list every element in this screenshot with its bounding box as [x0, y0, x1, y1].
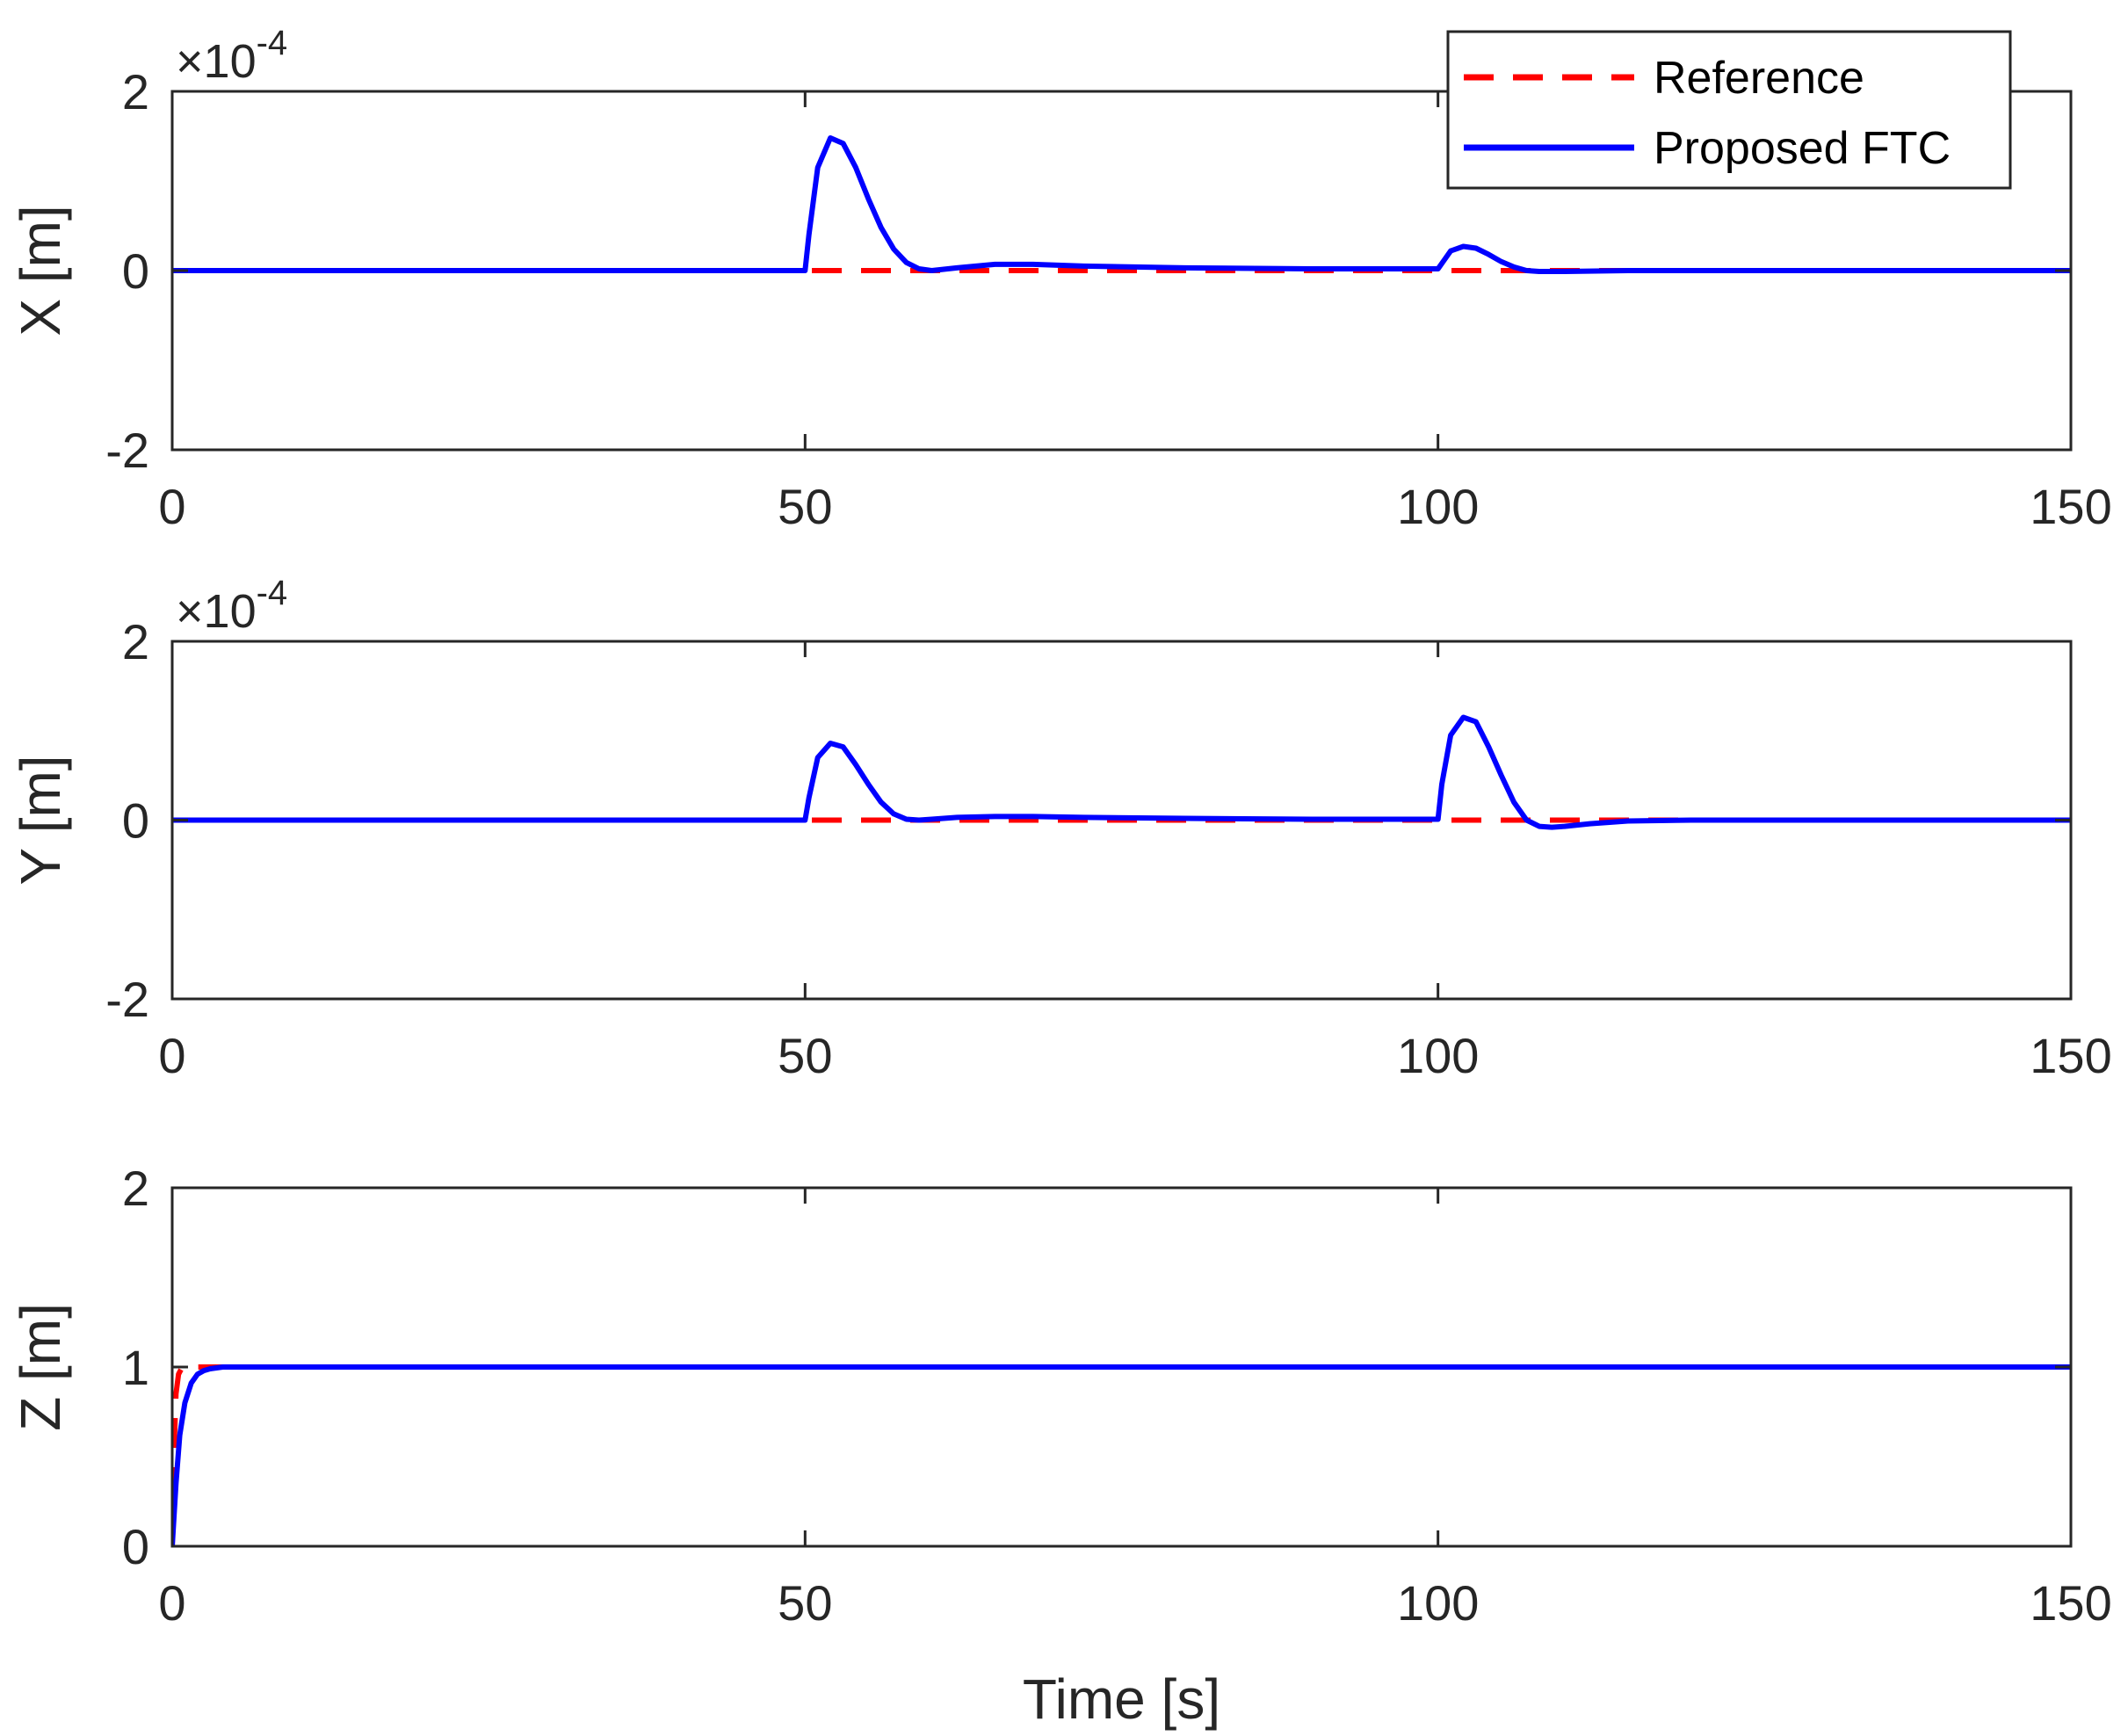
y-tick-label-z: 2	[122, 1161, 149, 1216]
legend-label-reference: Reference	[1654, 53, 1864, 104]
exponent-base-x: ×10	[176, 35, 257, 88]
panel-z: 0 50 100 150 0 1 2 Z [m] Time [s]	[9, 1161, 2112, 1731]
y-tick-label-x: -2	[105, 423, 149, 478]
x-tick-label-x: 50	[778, 479, 832, 534]
x-tick-label-y: 100	[1397, 1028, 1479, 1083]
x-tick-label-z: 150	[2030, 1575, 2111, 1631]
legend-label-proposed-ftc: Proposed FTC	[1654, 123, 1951, 174]
x-tick-label-z: 0	[158, 1575, 185, 1631]
x-tick-label-x: 150	[2030, 479, 2111, 534]
y-tick-label-x: 2	[122, 64, 149, 119]
x-axis-label-z: Time [s]	[1023, 1667, 1220, 1731]
y-axis-label-y: Y [m]	[9, 755, 72, 885]
y-tick-label-z: 1	[122, 1340, 149, 1395]
exponent-label-y: ×10-4	[176, 574, 287, 638]
x-tick-label-z: 50	[778, 1575, 832, 1631]
y-tick-label-y: 2	[122, 614, 149, 669]
series-line-proposed-ftc-y	[172, 714, 2071, 830]
series-line-proposed-ftc-z	[172, 1364, 2071, 1547]
y-tick-label-y: 0	[122, 793, 149, 849]
legend-box	[1446, 30, 2012, 190]
exponent-power-y: -4	[257, 574, 288, 612]
exponent-power-x: -4	[257, 24, 288, 62]
y-tick-label-y: -2	[105, 972, 149, 1027]
y-axis-label-x: X [m]	[9, 205, 72, 336]
y-tick-label-z: 0	[122, 1519, 149, 1574]
y-tick-label-x: 0	[122, 243, 149, 299]
series-group-z	[172, 1363, 2071, 1547]
x-tick-label-y: 50	[778, 1028, 832, 1083]
exponent-base-y: ×10	[176, 585, 257, 638]
series-group-y	[172, 714, 2071, 830]
legend: Reference Proposed FTC	[1446, 30, 2012, 190]
x-tick-label-z: 100	[1397, 1575, 1479, 1631]
x-tick-label-x: 0	[158, 479, 185, 534]
series-line-proposed-ftc-x	[172, 135, 2071, 274]
series-group-x	[172, 135, 2071, 274]
y-axis-label-z: Z [m]	[9, 1303, 72, 1431]
exponent-label-x: ×10-4	[176, 24, 287, 88]
x-tick-label-x: 100	[1397, 479, 1479, 534]
series-line-reference-z	[172, 1363, 2071, 1547]
x-tick-label-y: 0	[158, 1028, 185, 1083]
x-tick-label-y: 150	[2030, 1028, 2111, 1083]
